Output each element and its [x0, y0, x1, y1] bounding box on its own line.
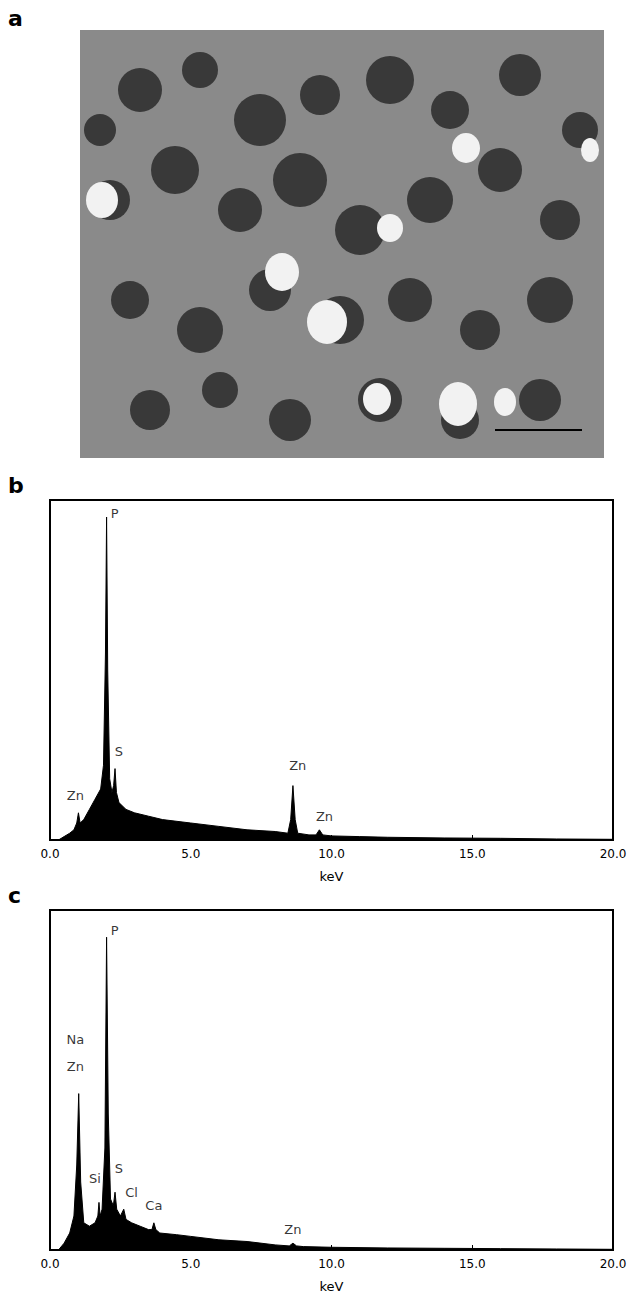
svg-text:b: b	[8, 473, 24, 498]
svg-text:15.0: 15.0	[459, 847, 486, 861]
svg-text:5.0: 5.0	[181, 1257, 200, 1271]
svg-text:0.0: 0.0	[40, 1257, 59, 1271]
svg-text:Zn: Zn	[67, 1059, 84, 1074]
svg-text:Zn: Zn	[67, 788, 84, 803]
svg-text:20.0: 20.0	[600, 1257, 627, 1271]
svg-text:keV: keV	[320, 1279, 344, 1294]
svg-text:20.0: 20.0	[600, 847, 627, 861]
svg-text:c: c	[8, 883, 21, 908]
svg-text:10.0: 10.0	[318, 847, 345, 861]
svg-text:P: P	[111, 923, 119, 938]
svg-text:0.0: 0.0	[40, 847, 59, 861]
svg-text:keV: keV	[320, 869, 344, 884]
svg-text:P: P	[111, 506, 119, 521]
svg-text:Zn: Zn	[289, 758, 306, 773]
svg-text:Ca: Ca	[145, 1198, 162, 1213]
svg-text:10.0: 10.0	[318, 1257, 345, 1271]
svg-text:Zn: Zn	[316, 809, 333, 824]
svg-text:S: S	[115, 744, 123, 759]
svg-text:Si: Si	[89, 1171, 101, 1186]
svg-text:a: a	[8, 6, 23, 31]
svg-text:S: S	[115, 1161, 123, 1176]
svg-text:Zn: Zn	[284, 1222, 301, 1237]
svg-text:15.0: 15.0	[459, 1257, 486, 1271]
svg-text:Cl: Cl	[125, 1185, 138, 1200]
svg-text:Na: Na	[66, 1032, 84, 1047]
svg-text:5.0: 5.0	[181, 847, 200, 861]
